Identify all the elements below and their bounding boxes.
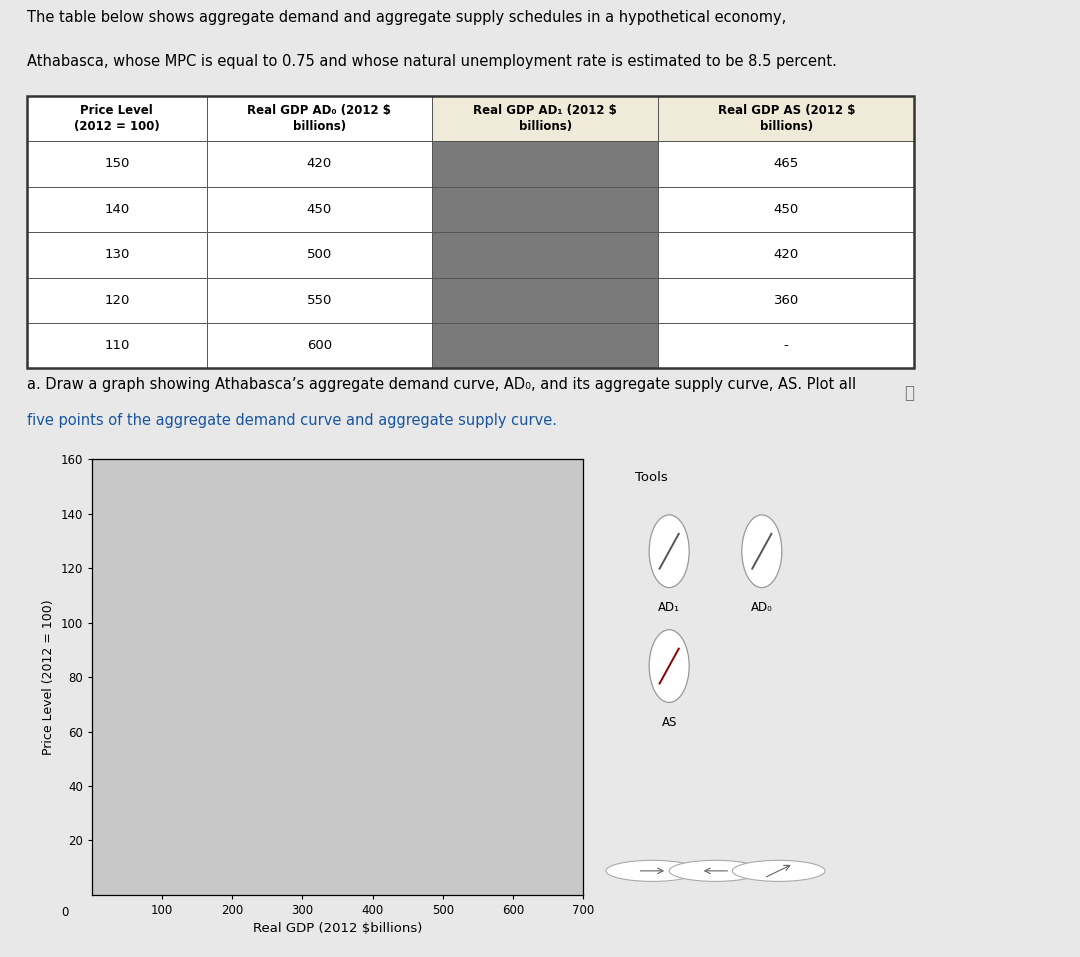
- FancyBboxPatch shape: [432, 323, 658, 368]
- Text: The table below shows aggregate demand and aggregate supply schedules in a hypot: The table below shows aggregate demand a…: [27, 10, 786, 25]
- FancyBboxPatch shape: [27, 187, 206, 232]
- Text: AD₀: AD₀: [751, 601, 772, 614]
- FancyBboxPatch shape: [206, 323, 432, 368]
- Circle shape: [606, 860, 699, 881]
- Text: 420: 420: [307, 157, 332, 170]
- Text: AD₁: AD₁: [658, 601, 680, 614]
- X-axis label: Real GDP (2012 $billions): Real GDP (2012 $billions): [253, 923, 422, 935]
- Text: 120: 120: [104, 294, 130, 307]
- FancyBboxPatch shape: [658, 141, 915, 187]
- Text: 450: 450: [773, 203, 799, 216]
- FancyBboxPatch shape: [206, 96, 432, 141]
- FancyBboxPatch shape: [206, 278, 432, 323]
- FancyBboxPatch shape: [27, 278, 206, 323]
- Text: 600: 600: [307, 339, 332, 352]
- FancyBboxPatch shape: [658, 96, 915, 141]
- FancyBboxPatch shape: [27, 141, 206, 187]
- Text: Price Level
(2012 = 100): Price Level (2012 = 100): [73, 104, 160, 133]
- Text: ⓘ: ⓘ: [904, 384, 915, 402]
- Circle shape: [649, 515, 689, 588]
- Text: 360: 360: [773, 294, 799, 307]
- FancyBboxPatch shape: [206, 187, 432, 232]
- FancyBboxPatch shape: [206, 232, 432, 278]
- Text: 150: 150: [104, 157, 130, 170]
- FancyBboxPatch shape: [432, 187, 658, 232]
- Text: 0: 0: [62, 905, 68, 919]
- Circle shape: [732, 860, 825, 881]
- FancyBboxPatch shape: [432, 232, 658, 278]
- Y-axis label: Price Level (2012 = 100): Price Level (2012 = 100): [42, 599, 55, 755]
- Text: -: -: [784, 339, 788, 352]
- Text: Tools: Tools: [635, 471, 669, 484]
- FancyBboxPatch shape: [658, 187, 915, 232]
- Circle shape: [742, 515, 782, 588]
- FancyBboxPatch shape: [27, 232, 206, 278]
- Text: Real GDP AS (2012 $
billions): Real GDP AS (2012 $ billions): [717, 104, 855, 133]
- Circle shape: [649, 630, 689, 702]
- Text: 465: 465: [773, 157, 799, 170]
- Text: Athabasca, whose MPC is equal to 0.75 and whose natural unemployment rate is est: Athabasca, whose MPC is equal to 0.75 an…: [27, 55, 837, 69]
- Text: five points of the aggregate demand curve and aggregate supply curve.: five points of the aggregate demand curv…: [27, 412, 557, 428]
- Text: a. Draw a graph showing Athabasca’s aggregate demand curve, AD₀, and its aggrega: a. Draw a graph showing Athabasca’s aggr…: [27, 377, 856, 391]
- Text: 420: 420: [773, 248, 799, 261]
- FancyBboxPatch shape: [206, 141, 432, 187]
- FancyBboxPatch shape: [27, 96, 206, 141]
- FancyBboxPatch shape: [27, 323, 206, 368]
- FancyBboxPatch shape: [658, 278, 915, 323]
- Circle shape: [670, 860, 761, 881]
- Text: AS: AS: [661, 716, 677, 729]
- Text: Real GDP AD₀ (2012 $
billions): Real GDP AD₀ (2012 $ billions): [247, 104, 391, 133]
- FancyBboxPatch shape: [432, 278, 658, 323]
- Text: 110: 110: [104, 339, 130, 352]
- Text: 500: 500: [307, 248, 332, 261]
- FancyBboxPatch shape: [432, 141, 658, 187]
- Text: 450: 450: [307, 203, 332, 216]
- Text: 130: 130: [104, 248, 130, 261]
- FancyBboxPatch shape: [432, 96, 658, 141]
- Text: Real GDP AD₁ (2012 $
billions): Real GDP AD₁ (2012 $ billions): [473, 104, 617, 133]
- Text: 140: 140: [104, 203, 130, 216]
- FancyBboxPatch shape: [658, 323, 915, 368]
- FancyBboxPatch shape: [658, 232, 915, 278]
- Text: 550: 550: [307, 294, 332, 307]
